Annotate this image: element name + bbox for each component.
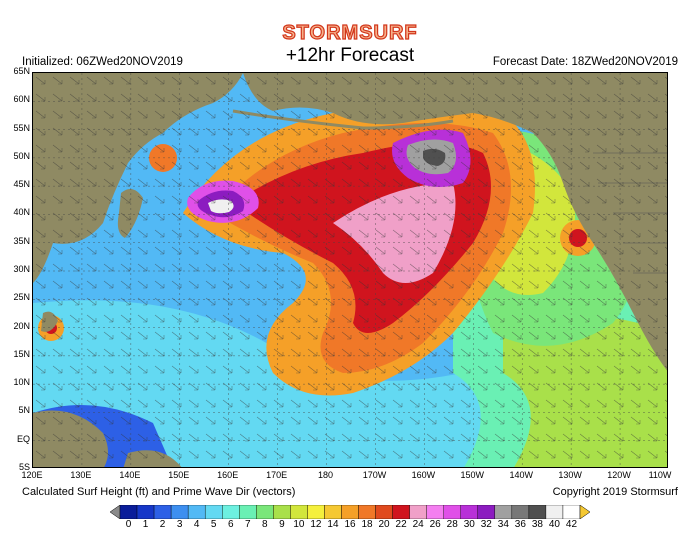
longitude-label: 130W [558,470,582,480]
longitude-label: 150E [168,470,190,480]
scale-label: 30 [463,519,475,530]
copyright-text: Copyright 2019 Stormsurf [552,486,678,498]
longitude-label: 180 [318,470,334,480]
scale-label: 22 [395,519,407,530]
longitude-label: 160E [217,470,239,480]
scale-swatch [324,505,342,519]
scale-swatch [153,505,172,519]
longitude-label: 140W [509,470,533,480]
forecast-map [32,72,668,468]
longitude-label: 120W [607,470,631,480]
scale-swatch [204,505,223,519]
scale-label: 10 [293,519,305,530]
color-scale-bar [110,505,590,519]
longitude-label: 170E [266,470,288,480]
latitude-label: 35N [13,235,30,246]
scale-swatch [460,505,478,519]
scale-label: 24 [412,519,424,530]
scale-swatch [545,505,564,519]
scale-swatch [119,505,138,519]
scale-label: 18 [361,519,373,530]
longitude-label: 120E [21,470,43,480]
scale-label: 16 [344,519,356,530]
scale-label: 42 [565,519,578,530]
scale-label: 36 [514,519,526,530]
scale-swatch [528,505,547,519]
longitude-label: 170W [362,470,387,480]
longitude-label: 150W [460,470,485,480]
latitude-label: 45N [13,179,30,190]
scale-swatch [307,505,325,519]
latitude-label: 5S [18,462,30,472]
scale-swatch [290,505,308,519]
latitude-label: 5N [18,405,30,416]
scale-swatch [239,505,257,519]
scale-label: 32 [480,519,492,530]
forecast-title: +12hr Forecast [285,45,415,66]
scale-swatch [409,505,427,519]
graticule [33,73,667,467]
map-canvas [33,73,667,467]
latitude-label: 30N [13,264,30,274]
scale-label: 6 [227,519,234,530]
scale-label: 3 [176,519,183,530]
longitude-label: 110W [648,470,672,480]
scale-swatch [562,505,581,519]
latitude-label: 65N [13,66,30,76]
scale-swatch [136,505,155,519]
scale-swatch [273,505,291,519]
scale-label: 2 [159,519,166,530]
map-legend-caption: Calculated Surf Height (ft) and Prime Wa… [22,486,296,498]
scale-swatch [426,505,444,519]
scale-label: 0 [125,519,132,530]
prime-wave-direction-vectors [33,73,667,467]
scale-label: 8 [262,519,268,530]
stormsurf-logo: STORMSURF [282,21,418,44]
scale-swatch [341,505,359,519]
scale-label: 38 [531,519,543,530]
scale-label: 7 [244,519,251,530]
latitude-label: 15N [13,348,30,359]
scale-swatch [222,505,240,519]
scale-label: 28 [446,519,458,530]
scale-swatch [375,505,393,519]
scale-swatch [187,505,206,519]
scale-swatch [494,505,513,519]
latitude-label: 10N [13,377,30,388]
scale-label: 5 [210,519,217,530]
latitude-label: 55N [13,122,30,133]
scale-swatch [443,505,461,519]
latitude-label: 60N [13,94,30,105]
scale-swatch [256,505,274,519]
scale-swatch [392,505,410,519]
scale-max-arrow [579,505,590,519]
scale-label: 9 [279,519,285,530]
scale-swatch [511,505,530,519]
latitude-label: EQ [16,433,30,444]
scale-min-arrow [110,505,121,519]
scale-label: 4 [193,519,200,530]
scale-label: 26 [429,519,441,530]
scale-label: 20 [378,519,390,530]
latitude-label: 50N [13,150,30,161]
scale-label: 1 [142,519,149,530]
scale-label: 14 [327,519,339,530]
initialized-label: Initialized: 06ZWed20NOV2019 [22,56,183,68]
latitude-label: 20N [13,320,30,331]
scale-swatch [358,505,376,519]
scale-label: 12 [310,519,322,530]
forecast-date-label: Forecast Date: 18ZWed20NOV2019 [492,56,678,68]
scale-swatch [477,505,496,519]
scale-label: 34 [497,519,509,530]
longitude-label: 140E [119,470,141,480]
scale-label: 40 [548,519,560,530]
longitude-label: 130E [70,470,92,480]
longitude-label: 160W [411,470,436,480]
latitude-label: 25N [13,292,30,303]
scale-swatch [170,505,189,519]
latitude-label: 40N [13,207,30,218]
